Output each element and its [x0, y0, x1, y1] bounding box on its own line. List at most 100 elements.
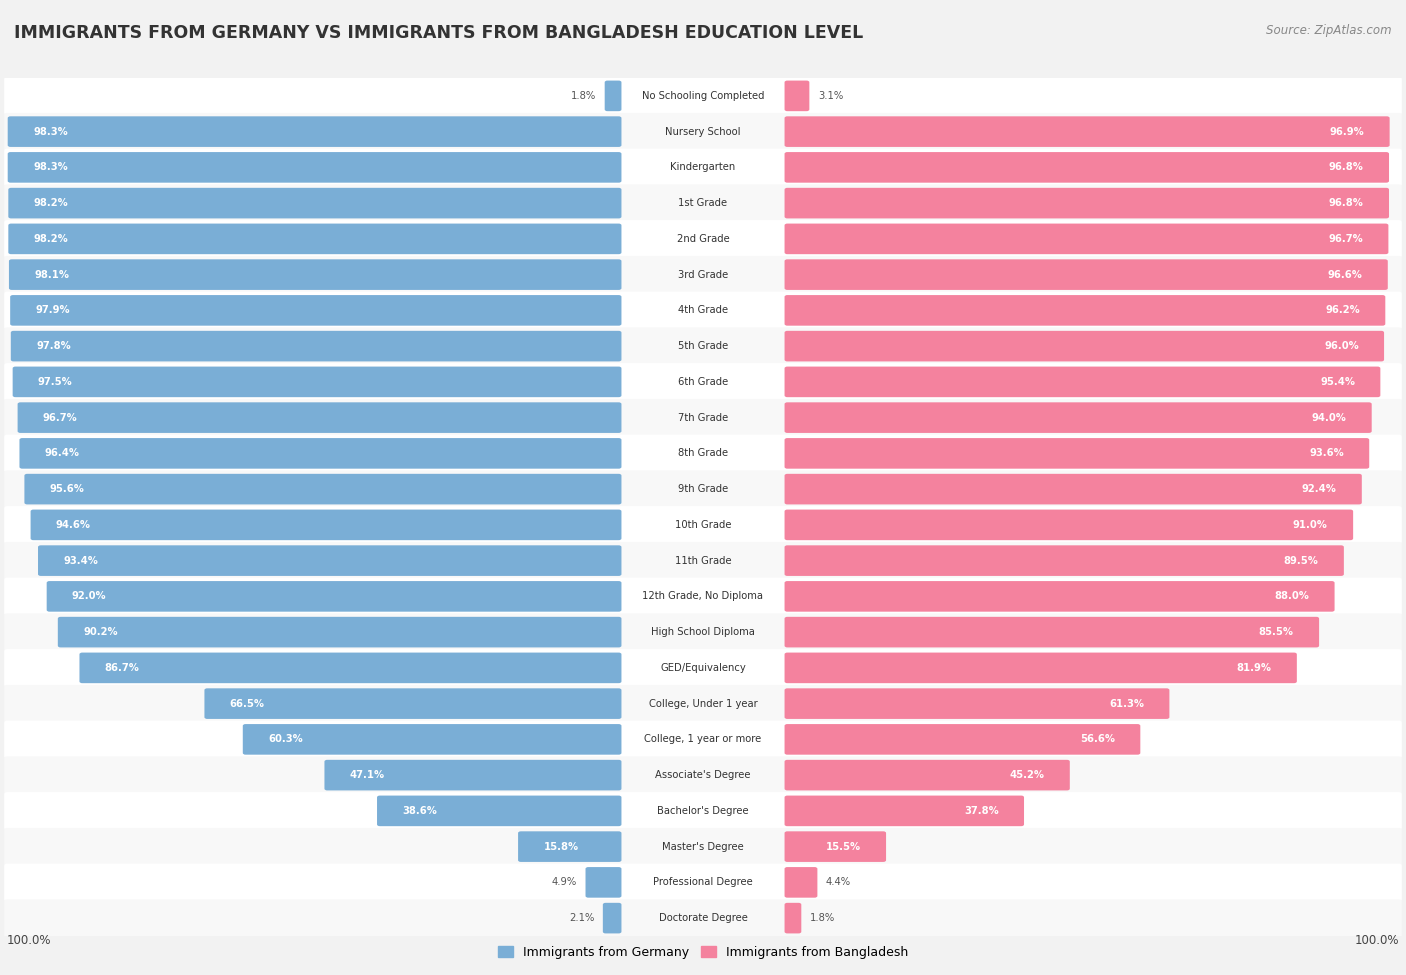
FancyBboxPatch shape [80, 652, 621, 683]
Text: 88.0%: 88.0% [1274, 592, 1309, 602]
FancyBboxPatch shape [4, 864, 1402, 901]
Text: 15.5%: 15.5% [825, 841, 860, 851]
Text: 91.0%: 91.0% [1294, 520, 1327, 529]
FancyBboxPatch shape [517, 832, 621, 862]
Text: 92.4%: 92.4% [1302, 485, 1337, 494]
FancyBboxPatch shape [785, 259, 1388, 290]
FancyBboxPatch shape [785, 867, 817, 898]
FancyBboxPatch shape [605, 81, 621, 111]
Text: 96.7%: 96.7% [44, 412, 77, 422]
Text: 15.8%: 15.8% [543, 841, 578, 851]
FancyBboxPatch shape [11, 331, 621, 362]
FancyBboxPatch shape [785, 760, 1070, 791]
Text: 5th Grade: 5th Grade [678, 341, 728, 351]
FancyBboxPatch shape [4, 684, 1402, 722]
Text: 4.9%: 4.9% [551, 878, 576, 887]
Text: 6th Grade: 6th Grade [678, 377, 728, 387]
Text: 11th Grade: 11th Grade [675, 556, 731, 566]
Text: Doctorate Degree: Doctorate Degree [658, 914, 748, 923]
Text: 92.0%: 92.0% [72, 592, 107, 602]
Text: 96.8%: 96.8% [1329, 163, 1364, 173]
Text: 96.4%: 96.4% [45, 448, 80, 458]
FancyBboxPatch shape [603, 903, 621, 933]
FancyBboxPatch shape [785, 116, 1389, 147]
Text: 7th Grade: 7th Grade [678, 412, 728, 422]
Text: Master's Degree: Master's Degree [662, 841, 744, 851]
FancyBboxPatch shape [4, 757, 1402, 794]
Text: 97.5%: 97.5% [38, 377, 73, 387]
FancyBboxPatch shape [4, 399, 1402, 437]
FancyBboxPatch shape [4, 148, 1402, 186]
FancyBboxPatch shape [8, 188, 621, 218]
Text: 86.7%: 86.7% [105, 663, 139, 673]
FancyBboxPatch shape [4, 184, 1402, 222]
FancyBboxPatch shape [785, 152, 1389, 182]
Text: 9th Grade: 9th Grade [678, 485, 728, 494]
FancyBboxPatch shape [4, 721, 1402, 759]
Text: 3.1%: 3.1% [818, 91, 844, 100]
FancyBboxPatch shape [8, 223, 621, 254]
FancyBboxPatch shape [4, 328, 1402, 365]
FancyBboxPatch shape [20, 438, 621, 469]
FancyBboxPatch shape [785, 652, 1296, 683]
FancyBboxPatch shape [46, 581, 621, 611]
FancyBboxPatch shape [4, 506, 1402, 544]
FancyBboxPatch shape [7, 152, 621, 182]
Text: 96.7%: 96.7% [1329, 234, 1362, 244]
FancyBboxPatch shape [4, 255, 1402, 293]
Text: 1st Grade: 1st Grade [679, 198, 727, 208]
Text: 4.4%: 4.4% [825, 878, 851, 887]
FancyBboxPatch shape [785, 188, 1389, 218]
Text: Bachelor's Degree: Bachelor's Degree [657, 806, 749, 816]
FancyBboxPatch shape [785, 688, 1170, 719]
FancyBboxPatch shape [377, 796, 621, 826]
FancyBboxPatch shape [243, 724, 621, 755]
Text: 96.6%: 96.6% [1327, 270, 1362, 280]
Text: Kindergarten: Kindergarten [671, 163, 735, 173]
FancyBboxPatch shape [4, 435, 1402, 472]
FancyBboxPatch shape [24, 474, 621, 504]
FancyBboxPatch shape [38, 545, 621, 576]
FancyBboxPatch shape [4, 828, 1402, 866]
Text: 56.6%: 56.6% [1080, 734, 1115, 744]
Text: 97.8%: 97.8% [37, 341, 70, 351]
FancyBboxPatch shape [785, 796, 1024, 826]
Text: 98.1%: 98.1% [34, 270, 69, 280]
Text: 4th Grade: 4th Grade [678, 305, 728, 315]
FancyBboxPatch shape [18, 403, 621, 433]
FancyBboxPatch shape [585, 867, 621, 898]
Text: 96.8%: 96.8% [1329, 198, 1364, 208]
Text: 66.5%: 66.5% [229, 699, 264, 709]
FancyBboxPatch shape [785, 81, 810, 111]
Text: 61.3%: 61.3% [1109, 699, 1144, 709]
Text: 45.2%: 45.2% [1010, 770, 1045, 780]
Text: 3rd Grade: 3rd Grade [678, 270, 728, 280]
Text: 94.6%: 94.6% [56, 520, 91, 529]
Text: 60.3%: 60.3% [269, 734, 302, 744]
FancyBboxPatch shape [7, 116, 621, 147]
FancyBboxPatch shape [785, 510, 1353, 540]
Text: 1.8%: 1.8% [571, 91, 596, 100]
FancyBboxPatch shape [785, 617, 1319, 647]
FancyBboxPatch shape [4, 363, 1402, 401]
Text: 96.9%: 96.9% [1330, 127, 1364, 136]
Text: 95.4%: 95.4% [1320, 377, 1355, 387]
Text: 100.0%: 100.0% [7, 934, 52, 948]
Text: 96.0%: 96.0% [1324, 341, 1358, 351]
Text: 93.6%: 93.6% [1309, 448, 1344, 458]
FancyBboxPatch shape [4, 899, 1402, 937]
Text: 93.4%: 93.4% [63, 556, 98, 566]
FancyBboxPatch shape [785, 438, 1369, 469]
Text: Associate's Degree: Associate's Degree [655, 770, 751, 780]
FancyBboxPatch shape [785, 367, 1381, 397]
Text: 47.1%: 47.1% [350, 770, 385, 780]
FancyBboxPatch shape [785, 832, 886, 862]
FancyBboxPatch shape [785, 903, 801, 933]
FancyBboxPatch shape [13, 367, 621, 397]
Text: IMMIGRANTS FROM GERMANY VS IMMIGRANTS FROM BANGLADESH EDUCATION LEVEL: IMMIGRANTS FROM GERMANY VS IMMIGRANTS FR… [14, 24, 863, 42]
Text: Nursery School: Nursery School [665, 127, 741, 136]
FancyBboxPatch shape [785, 403, 1372, 433]
Text: 94.0%: 94.0% [1312, 412, 1347, 422]
FancyBboxPatch shape [4, 649, 1402, 686]
FancyBboxPatch shape [4, 220, 1402, 257]
